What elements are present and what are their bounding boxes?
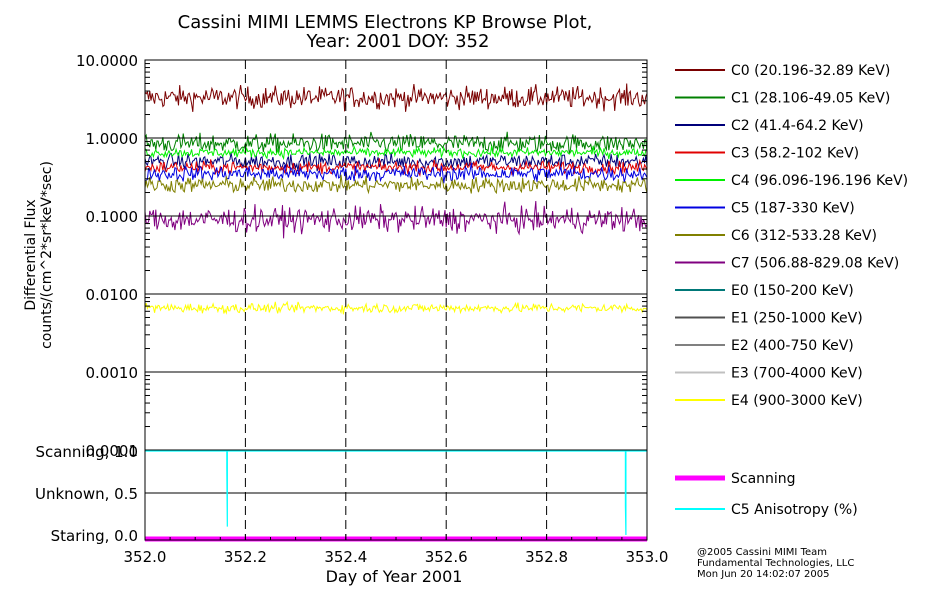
legend-label-4: C4 (96.096-196.196 KeV) [731,173,908,189]
legend-label-0: C0 (20.196-32.89 KeV) [731,63,890,79]
chart-title-line2: Year: 2001 DOY: 352 [306,31,490,52]
mode-y-ticks: Scanning, 1.0 Unknown, 0.5 Staring, 0.0 [35,443,138,545]
legend-label-9: E1 (250-1000 KeV) [731,311,863,327]
flux-series-line-3 [144,158,648,177]
mode-y-tick-label: Scanning, 1.0 [35,443,138,461]
flux-series-line-7 [144,200,648,239]
x-tick-label: 352.0 [124,548,167,566]
flux-y-tick-label: 0.0010 [86,364,139,382]
mode-y-tick-label: Staring, 0.0 [51,527,138,545]
mode-panel: Scanning, 1.0 Unknown, 0.5 Staring, 0.0 35… [35,443,669,586]
x-tick-label: 352.4 [324,548,367,566]
x-tick-label: 352.2 [224,548,267,566]
flux-panel: 10.0000 1.0000 0.1000 0.0100 0.0010 0.0001 Di… [23,52,648,460]
flux-series-line-12 [144,300,648,315]
credit-line-1: @2005 Cassini MIMI Team [697,547,827,558]
legend-label-7: C7 (506.88-829.08 KeV) [731,256,899,272]
legend: C0 (20.196-32.89 KeV) C1 (28.106-49.05 Ke… [675,63,908,409]
mode-plot-frame [144,449,648,541]
flux-series-line-4 [144,145,648,161]
flux-grid [145,59,647,451]
mode-series-group [145,450,647,542]
mode-grid [145,450,647,540]
mode-legend-label-1: C5 Anisotropy (%) [731,502,858,518]
legend-label-3: C3 (58.2-102 KeV) [731,146,859,162]
legend-label-12: E4 (900-3000 KeV) [731,393,863,409]
flux-y-tick-label: 10.0000 [76,52,138,70]
anisotropy-series-line [145,450,647,536]
x-tick-label: 353.0 [626,548,669,566]
y-axis-label-line2: counts/(cm^2*sr*keV*sec) [39,161,55,349]
flux-plot-frame [144,59,648,451]
mode-y-tick-label: Unknown, 0.5 [35,485,138,503]
legend-label-11: E3 (700-4000 KeV) [731,366,863,382]
x-ticks: 352.0 352.2 352.4 352.6 352.8 353.0 [124,534,669,566]
legend-label-6: C6 (312-533.28 KeV) [731,228,877,244]
flux-y-tick-label: 1.0000 [86,130,139,148]
flux-y-ticks: 10.0000 1.0000 0.1000 0.0100 0.0010 0.0001 [76,52,138,460]
chart-title-line1: Cassini MIMI LEMMS Electrons KP Browse P… [178,12,593,33]
x-tick-label: 352.6 [425,548,468,566]
legend-label-10: E2 (400-750 KeV) [731,338,854,354]
flux-series-line-0 [144,83,648,112]
x-tick-label: 352.8 [525,548,568,566]
legend-label-1: C1 (28.106-49.05 KeV) [731,91,890,107]
credit-line-3: Mon Jun 20 14:02:07 2005 [697,569,830,580]
legend-label-2: C2 (41.4-64.2 KeV) [731,118,864,134]
flux-series-line-5 [144,162,648,184]
flux-series-group [144,83,648,315]
flux-y-tick-label: 0.0100 [86,286,139,304]
legend-label-8: E0 (150-200 KeV) [731,283,854,299]
y-axis-label-line1: Differential Flux [23,199,39,310]
legend-label-5: C5 (187-330 KeV) [731,201,855,217]
flux-y-tick-label: 0.1000 [86,208,139,226]
x-axis-label: Day of Year 2001 [326,567,463,586]
flux-y-tick-label: 0.0001 [86,442,139,460]
mode-legend: Scanning C5 Anisotropy (%) [675,471,858,518]
flux-series-line-6 [144,174,648,195]
mode-legend-label-0: Scanning [731,471,796,487]
credit-line-2: Fundamental Technologies, LLC [697,558,854,569]
